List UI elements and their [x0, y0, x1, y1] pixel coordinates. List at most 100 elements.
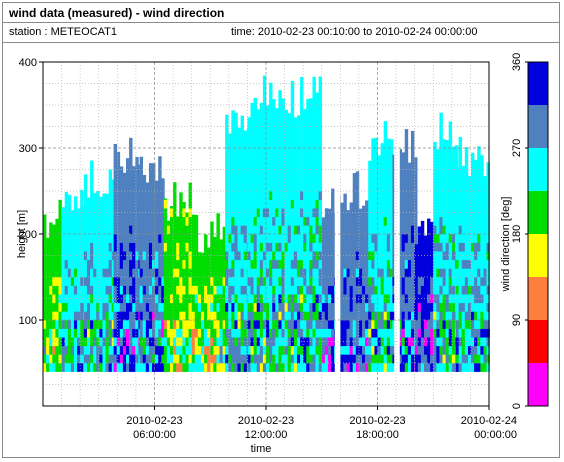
heatmap-cell	[461, 302, 466, 312]
heatmap-cell	[368, 354, 372, 364]
heatmap-cell	[324, 320, 329, 329]
heatmap-cell	[237, 345, 241, 355]
heatmap-cell	[256, 216, 261, 226]
heatmap-cell	[377, 285, 381, 295]
heatmap-cell	[231, 208, 235, 218]
heatmap-cell	[436, 259, 440, 269]
heatmap-cell	[55, 294, 59, 304]
heatmap-cell	[404, 139, 409, 149]
heatmap-cell	[358, 354, 363, 364]
heatmap-cell	[306, 328, 310, 338]
heatmap-cell	[290, 130, 295, 140]
heatmap-cell	[454, 156, 459, 166]
heatmap-cell	[474, 268, 478, 278]
heatmap-cell	[290, 199, 295, 209]
heatmap-cell	[480, 242, 484, 252]
heatmap-cell	[309, 242, 313, 252]
heatmap-cell	[293, 216, 298, 226]
heatmap-cell	[83, 259, 88, 269]
heatmap-cell	[269, 216, 273, 226]
heatmap-cell	[368, 302, 372, 312]
heatmap-cell	[349, 234, 354, 243]
heatmap-cell	[461, 345, 466, 355]
heatmap-cell	[293, 320, 298, 329]
heatmap-cell	[442, 165, 446, 175]
colorbar-band	[528, 320, 548, 363]
heatmap-cell	[358, 234, 363, 243]
heatmap-cell	[55, 363, 59, 372]
heatmap-cell	[486, 337, 490, 347]
heatmap-cell	[442, 320, 446, 329]
heatmap-cell	[296, 345, 301, 355]
heatmap-cell	[253, 97, 258, 106]
heatmap-cell	[318, 320, 323, 329]
heatmap-cell	[383, 234, 388, 243]
heatmap-cell	[173, 277, 177, 286]
heatmap-cell	[250, 156, 254, 166]
heatmap-cell	[145, 191, 150, 200]
heatmap-cell	[231, 345, 235, 355]
heatmap-cell	[197, 285, 202, 295]
heatmap-cell	[433, 294, 437, 304]
heatmap-cell	[161, 216, 165, 226]
heatmap-cell	[176, 337, 180, 347]
heatmap-cell	[309, 156, 313, 166]
heatmap-cell	[474, 363, 478, 372]
heatmap-cell	[281, 148, 285, 157]
heatmap-cell	[111, 294, 116, 304]
heatmap-cell	[67, 259, 72, 269]
heatmap-cell	[386, 320, 391, 329]
heatmap-cell	[346, 234, 350, 243]
heatmap-cell	[105, 320, 109, 329]
heatmap-cell	[256, 363, 261, 372]
heatmap-cell	[105, 234, 109, 243]
heatmap-cell	[61, 363, 65, 372]
heatmap-cell	[410, 302, 415, 312]
heatmap-cell	[266, 354, 270, 364]
heatmap-cell	[368, 363, 372, 372]
heatmap-cell	[423, 294, 428, 304]
heatmap-cell	[256, 122, 261, 132]
heatmap-cell	[474, 311, 478, 321]
heatmap-cell	[439, 225, 443, 235]
heatmap-cell	[108, 320, 113, 329]
heatmap-cell	[433, 173, 437, 183]
heatmap-cell	[262, 208, 267, 218]
heatmap-cell	[278, 130, 282, 140]
heatmap-cell	[407, 285, 412, 295]
heatmap-cell	[346, 216, 350, 226]
heatmap-cell	[312, 173, 316, 183]
heatmap-cell	[64, 320, 69, 329]
heatmap-cell	[225, 130, 229, 140]
heatmap-cell	[352, 277, 357, 286]
heatmap-cell	[83, 345, 88, 355]
heatmap-cell	[461, 320, 466, 329]
heatmap-cell	[362, 354, 366, 364]
heatmap-cell	[365, 234, 369, 243]
heatmap-cell	[471, 268, 475, 278]
heatmap-cell	[234, 113, 238, 123]
heatmap-cell	[420, 320, 425, 329]
heatmap-cell	[423, 242, 428, 252]
heatmap-cell	[389, 345, 394, 355]
heatmap-cell	[455, 302, 459, 312]
heatmap-cell	[312, 294, 316, 304]
heatmap-cell	[262, 165, 267, 175]
heatmap-cell	[96, 259, 100, 269]
heatmap-cell	[262, 182, 267, 192]
heatmap-cell	[430, 251, 434, 261]
heatmap-cell	[433, 302, 437, 312]
heatmap-cell	[219, 320, 223, 329]
heatmap-cell	[331, 328, 335, 338]
heatmap-cell	[430, 363, 434, 372]
heatmap-cell	[300, 234, 304, 243]
heatmap-cell	[442, 191, 446, 200]
heatmap-cell	[102, 216, 106, 226]
heatmap-cell	[309, 191, 313, 200]
heatmap-cell	[486, 234, 490, 243]
heatmap-cell	[278, 234, 282, 243]
heatmap-cell	[281, 354, 285, 364]
heatmap-cell	[269, 311, 273, 321]
heatmap-cell	[464, 191, 469, 200]
heatmap-cell	[303, 109, 307, 114]
